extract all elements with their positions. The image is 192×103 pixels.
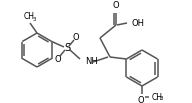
Text: O: O (73, 33, 79, 42)
Text: 3: 3 (33, 17, 36, 22)
Text: CH: CH (23, 12, 35, 21)
Text: O: O (138, 96, 144, 103)
Text: NH: NH (85, 57, 98, 67)
Text: CH: CH (152, 92, 163, 101)
Text: S: S (64, 43, 70, 53)
Text: O: O (113, 1, 119, 10)
Text: O: O (55, 54, 61, 64)
Text: 3: 3 (160, 96, 163, 101)
Text: OH: OH (131, 19, 144, 28)
